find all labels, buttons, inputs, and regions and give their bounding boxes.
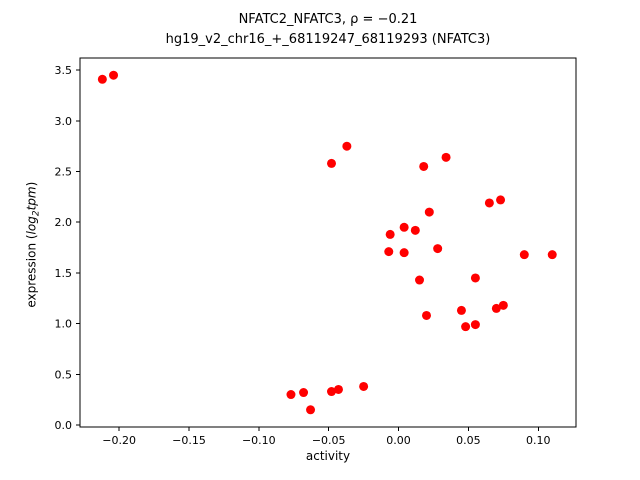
svg-text:−0.15: −0.15 xyxy=(172,434,206,447)
y-axis-label-log: log xyxy=(24,216,39,235)
y-axis-label-sub: 2 xyxy=(31,210,42,217)
svg-text:0.5: 0.5 xyxy=(55,368,73,381)
svg-text:−0.20: −0.20 xyxy=(102,434,136,447)
svg-text:3.0: 3.0 xyxy=(55,115,73,128)
svg-text:2.5: 2.5 xyxy=(55,166,73,179)
chart-title: NFATC2_NFATC3, ρ = −0.21 hg19_v2_chr16_+… xyxy=(80,10,576,50)
svg-text:3.5: 3.5 xyxy=(55,64,73,77)
y-axis-ticks: 0.0 0.5 1.0 1.5 2.0 2.5 3.0 3.5 xyxy=(55,64,80,432)
svg-text:0.00: 0.00 xyxy=(386,434,411,447)
svg-text:−0.05: −0.05 xyxy=(312,434,346,447)
y-axis-label: expression (log2tpm) xyxy=(24,115,41,375)
svg-text:0.10: 0.10 xyxy=(526,434,551,447)
x-axis-label: activity xyxy=(305,449,351,463)
svg-text:0.05: 0.05 xyxy=(456,434,481,447)
plot-border xyxy=(79,57,577,428)
chart-title-line1: NFATC2_NFATC3, ρ = −0.21 xyxy=(238,12,418,27)
chart-subtitle-line2: hg19_v2_chr16_+_68119247_68119293 (NFATC… xyxy=(165,32,491,47)
y-axis-label-tail: tpm xyxy=(24,186,39,211)
svg-text:1.5: 1.5 xyxy=(55,267,73,280)
svg-text:1.0: 1.0 xyxy=(55,318,73,331)
y-axis-label-prefix: expression ( xyxy=(24,234,39,308)
scatter-points xyxy=(97,70,557,415)
svg-text:2.0: 2.0 xyxy=(55,216,73,229)
svg-text:−0.10: −0.10 xyxy=(242,434,276,447)
y-axis-label-close: ) xyxy=(24,181,39,187)
svg-text:0.0: 0.0 xyxy=(55,419,73,432)
x-axis-ticks: −0.20 −0.15 −0.10 −0.05 0.00 0.05 0.10 xyxy=(102,427,551,447)
